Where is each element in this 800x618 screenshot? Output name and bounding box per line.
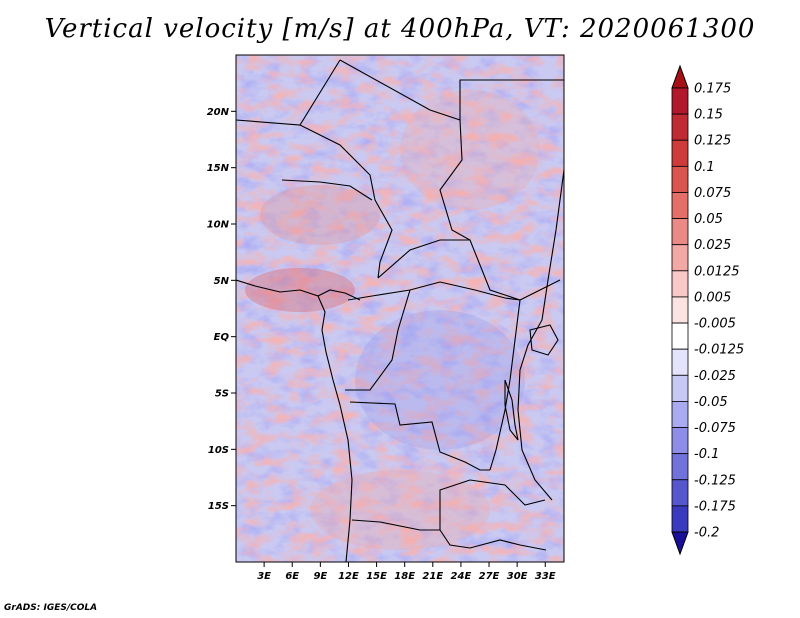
border-angola-south: [351, 479, 471, 531]
colorbar-under-arrow: [671, 531, 689, 556]
lon-tick-label-24e: 24E: [451, 571, 472, 582]
colorbar-label-11: -0.025: [694, 369, 736, 384]
lat-tick-label-5n: 5N: [214, 276, 230, 287]
colorbar-swatch-0: [671, 87, 689, 115]
colorbar-label-13: -0.075: [694, 421, 736, 436]
colorbar-label-10: -0.0125: [694, 343, 744, 358]
lon-tick-label-18e: 18E: [394, 571, 415, 582]
lon-tick-label-9e: 9E: [313, 571, 327, 582]
longitude-axis: 3E 6E 9E 12E 15E 18E 21E 24E 27E 30E 33E: [257, 562, 556, 582]
colorbar-swatch-14: [671, 453, 689, 481]
colorbar-label-2: 0.125: [694, 134, 731, 149]
colorbar-swatch-4: [671, 192, 689, 219]
grads-credit: GrADS: IGES/COLA: [4, 603, 98, 613]
colorbar-swatch-1: [671, 113, 689, 141]
colorbar-label-4: 0.075: [694, 186, 731, 201]
west-african-coast: [236, 279, 353, 562]
border-niger-chad: [299, 124, 393, 279]
colorbar-over-arrow: [671, 64, 689, 89]
colorbar-label-5: 0.05: [694, 212, 723, 227]
colorbar-swatch-3: [671, 165, 689, 193]
lon-tick-label-15e: 15E: [366, 571, 387, 582]
coastlines-and-borders: [236, 59, 564, 562]
colorbar-label-14: -0.1: [694, 447, 719, 462]
lon-tick-label-3e: 3E: [257, 571, 271, 582]
lake-tanganyika: [504, 379, 519, 441]
lat-tick-label-eq: EQ: [214, 332, 230, 343]
border-car: [377, 239, 470, 279]
lat-tick-label-10s: 10S: [208, 445, 229, 456]
latitude-axis: 20N 15N 10N 5N EQ 5S 10S 15S: [207, 107, 236, 512]
border-sahara-3: [439, 119, 561, 301]
border-zambia: [469, 479, 546, 506]
lat-tick-label-10n: 10N: [207, 220, 230, 231]
subsidence-area-congo: [355, 310, 525, 450]
plot-title: Vertical velocity [m/s] at 400hPa, VT: 2…: [44, 14, 756, 44]
border-southern: [439, 529, 547, 551]
lon-tick-label-33e: 33E: [535, 571, 556, 582]
map-panel: [236, 55, 564, 562]
border-congo: [345, 289, 411, 391]
lon-tick-label-12e: 12E: [338, 571, 359, 582]
uplift-area-south: [310, 470, 490, 550]
colorbar-label-3: 0.1: [694, 160, 715, 175]
uplift-area-north: [400, 90, 540, 210]
lon-tick-label-6e: 6E: [285, 571, 299, 582]
colorbar-swatch-6: [671, 244, 689, 272]
lon-tick-label-21e: 21E: [422, 571, 443, 582]
map-frame: [235, 54, 565, 563]
border-cameroon: [347, 281, 441, 301]
colorbar-label-17: -0.2: [694, 526, 719, 541]
colorbar-label-7: 0.0125: [694, 264, 740, 279]
colorbar-label-9: -0.005: [694, 317, 736, 332]
colorbar-label-12: -0.05: [694, 395, 728, 410]
colorbar-label-1: 0.15: [694, 108, 723, 123]
lat-tick-label-15s: 15S: [208, 501, 229, 512]
colorbar-swatch-5: [671, 218, 689, 246]
uplift-area-sahel: [260, 185, 380, 245]
lat-tick-label-20n: 20N: [207, 107, 230, 118]
lon-tick-label-30e: 30E: [507, 571, 528, 582]
lon-tick-label-27e: 27E: [479, 571, 500, 582]
colorbar-label-6: 0.025: [694, 238, 731, 253]
lat-tick-label-15n: 15N: [207, 163, 230, 174]
colorbar-swatch-8: [671, 296, 689, 324]
colorbar-swatch-15: [671, 479, 689, 507]
colorbar-swatch-16: [671, 505, 689, 533]
colorbar-swatch-13: [671, 427, 689, 455]
colorbar-label-8: 0.005: [694, 290, 731, 305]
colorbar-label-15: -0.125: [694, 473, 736, 488]
border-nigeria: [281, 179, 373, 201]
colorbar-swatch-2: [671, 139, 689, 167]
colorbar-label-16: -0.175: [694, 499, 736, 514]
east-african-coast: [517, 169, 564, 501]
colorbar-swatch-12: [671, 401, 689, 428]
border-drc-north: [439, 281, 521, 301]
colorbar-swatch-9: [671, 322, 689, 350]
colorbar-swatch-10: [671, 348, 689, 376]
border-angola: [349, 401, 490, 471]
border-drc-east: [489, 299, 521, 471]
colorbar: 0.175 0.15 0.125 0.1 0.075 0.05 0.025 0.0125 0.0…: [671, 64, 744, 556]
gulf-of-guinea-coast: [317, 289, 361, 301]
colorbar-swatch-11: [671, 374, 689, 402]
colorbar-swatch-7: [671, 270, 689, 298]
lat-tick-label-5s: 5S: [215, 389, 229, 400]
colorbar-label-0: 0.175: [694, 82, 731, 97]
lake-victoria: [529, 324, 559, 356]
field-noise: [236, 55, 564, 562]
